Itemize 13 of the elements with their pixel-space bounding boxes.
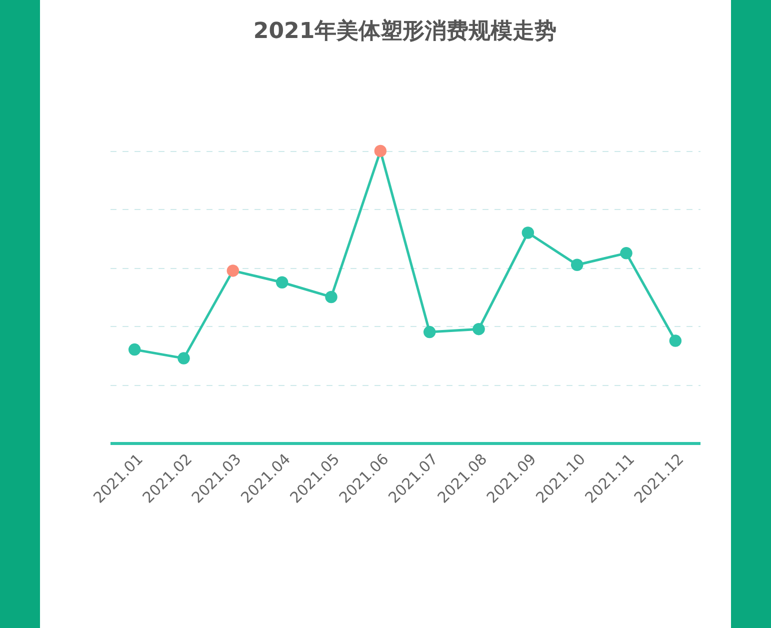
point [570,258,584,271]
point [522,226,534,239]
point [620,247,632,260]
point [276,276,288,288]
point [374,144,387,158]
point [423,326,436,338]
point [226,264,240,277]
point [178,352,190,364]
point [472,322,485,336]
point [128,343,141,356]
chart-title: 2021年美体塑形消费规模走势 [253,18,557,44]
point [325,290,338,304]
point [669,334,682,347]
